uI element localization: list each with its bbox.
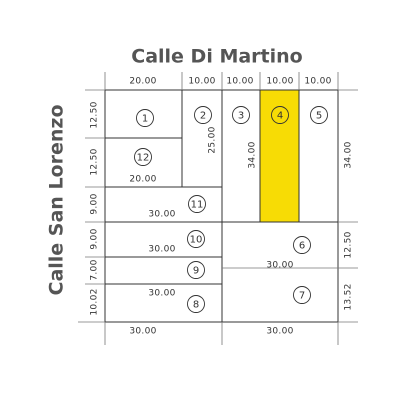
lot-number: 8 (193, 300, 199, 311)
dimension-label: 9.00 (90, 228, 100, 249)
dimension-label: 12.50 (90, 101, 100, 128)
dimension-label: 25.00 (208, 126, 218, 153)
lot-marker (194, 106, 212, 124)
lot-marker (136, 109, 154, 127)
lot-number: 3 (238, 111, 244, 122)
dimension-label: 30.00 (266, 327, 293, 337)
lot-marker (293, 286, 311, 304)
dimension-label: 30.00 (129, 327, 156, 337)
lot-marker (293, 236, 311, 254)
lot-number: 12 (137, 153, 150, 164)
lot-number: 4 (277, 111, 283, 122)
dimension-label: 34.00 (248, 141, 258, 168)
dimension-label: 10.02 (90, 288, 100, 315)
street-name: Calle San Lorenzo (46, 105, 68, 296)
lot-marker (187, 230, 205, 248)
lot-marker (187, 261, 205, 279)
dimension-label: 20.00 (129, 77, 156, 87)
dimension-label: 34.00 (344, 141, 354, 168)
dimension-label: 30.00 (148, 210, 175, 220)
dimension-label: 13.52 (344, 283, 354, 310)
lot-marker (232, 106, 250, 124)
street-name: Calle Di Martino (131, 46, 302, 68)
dimension-label: 10.00 (266, 77, 293, 87)
lot-number: 2 (200, 111, 206, 122)
lot-marker (134, 148, 152, 166)
dimension-label: 10.00 (188, 77, 215, 87)
lot-number: 1 (142, 114, 148, 125)
dimension-label: 30.00 (148, 289, 175, 299)
dimension-label: 20.00 (129, 175, 156, 185)
lot-number: 11 (191, 200, 204, 211)
lot-marker (188, 195, 206, 213)
dimension-label: 10.00 (304, 77, 331, 87)
dimension-label: 12.50 (90, 148, 100, 175)
lot-marker (271, 106, 289, 124)
dimension-ticks (78, 72, 358, 345)
dimension-label: 30.00 (148, 245, 175, 255)
dimension-label: 12.50 (344, 231, 354, 258)
lot-number: 5 (316, 111, 322, 122)
lot-number: 9 (193, 266, 199, 277)
lot-lines (105, 90, 338, 322)
dimension-label: 7.00 (90, 259, 100, 280)
lot-marker (310, 106, 328, 124)
dimension-label: 10.00 (226, 77, 253, 87)
lot-number: 10 (190, 235, 203, 246)
highlighted-lot (259, 89, 300, 223)
lot-marker (187, 295, 205, 313)
lot-number: 6 (299, 241, 305, 252)
lot-number: 7 (299, 291, 305, 302)
dimension-label: 30.00 (266, 261, 293, 271)
dimension-label: 9.00 (90, 193, 100, 214)
